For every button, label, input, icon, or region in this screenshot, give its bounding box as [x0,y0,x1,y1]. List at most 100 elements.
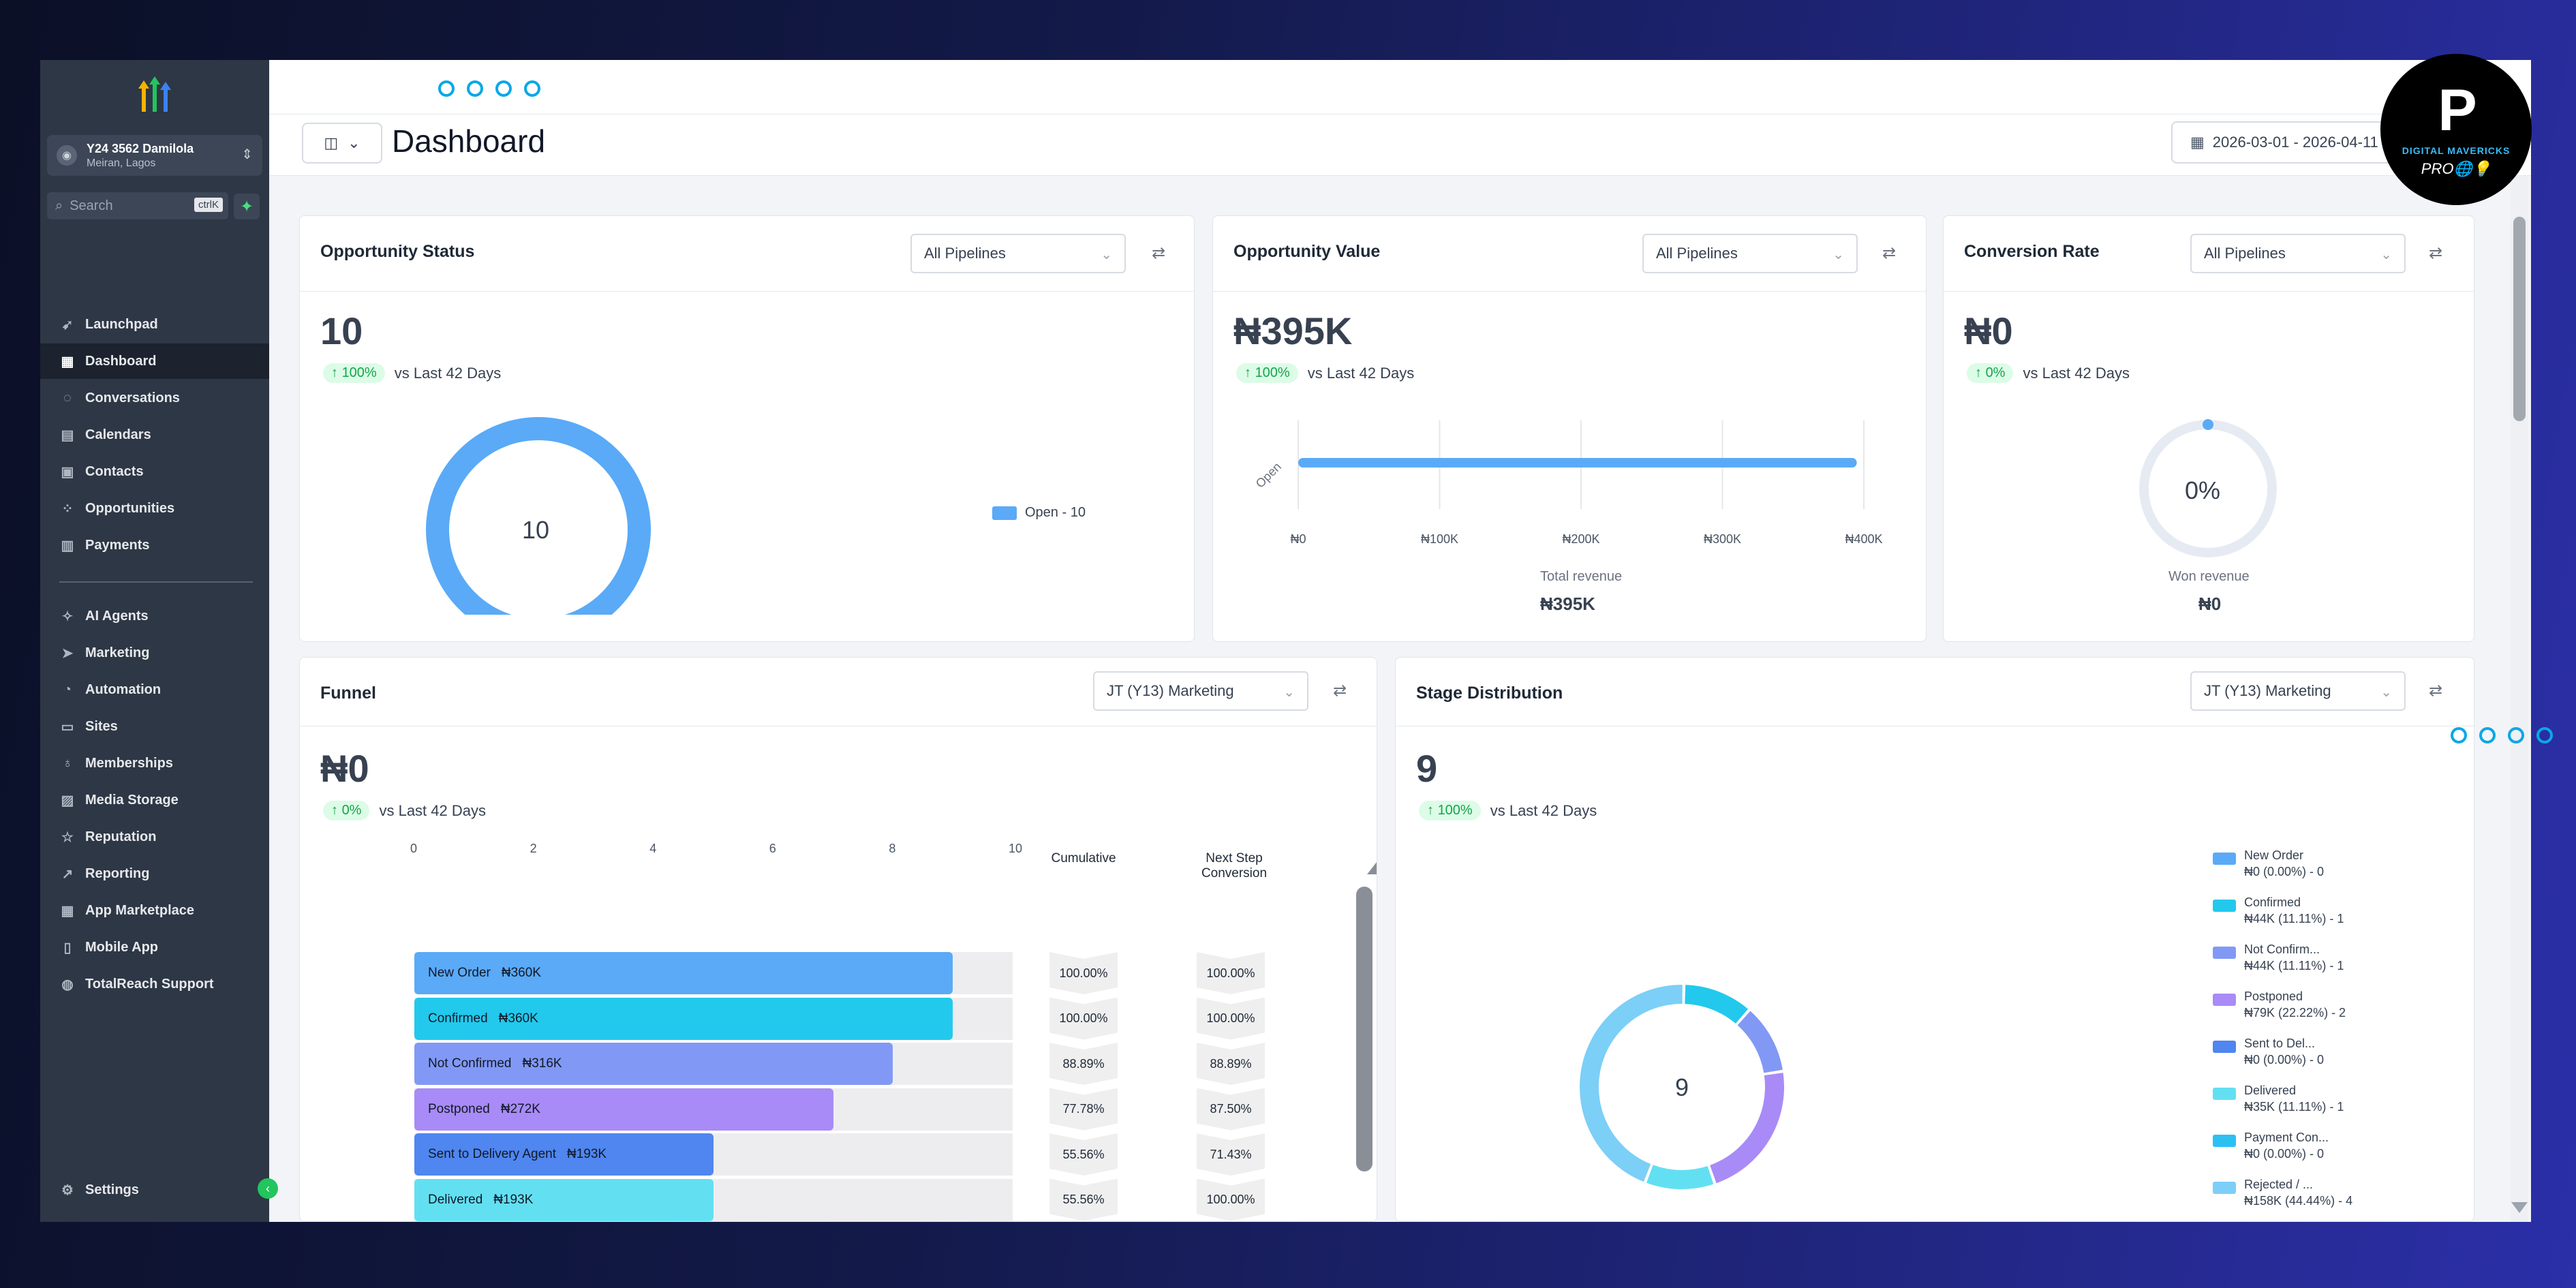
sidebar-item-reporting[interactable]: ↗ Reporting [40,856,269,891]
funnel-x-tick: 4 [649,842,657,855]
delta-badge: ↑ 100% [1419,801,1481,821]
legend-detail: ₦79K (22.22%) - 2 [2244,1006,2346,1020]
grid-icon: ▦ [61,354,74,369]
sidebar-item-automation[interactable]: ◔ Automation [40,672,269,707]
funnel-stage-label: Sent to Delivery Agent [428,1147,556,1161]
legend-item[interactable]: Not Confirm... ₦44K (11.11%) - 1 [2213,941,2344,975]
filter-settings-icon[interactable]: ⇄ [1152,244,1166,262]
pipeline-select[interactable]: JT (Y13) Marketing ⌄ [2190,671,2406,711]
metric-value: ₦395K [1233,309,1353,352]
funnel-bar[interactable]: New Order ₦360K [414,952,953,994]
filter-settings-icon[interactable]: ⇄ [1882,244,1897,262]
funnel-next-value: 88.89% [1210,1056,1252,1071]
funnel-stage-amount: ₦316K [522,1056,562,1071]
sidebar-item-sites[interactable]: ▭ Sites [40,709,269,744]
legend-name: Rejected / ... [2244,1178,2314,1191]
dashboard-switcher-button[interactable]: ◫ ⌄ [302,123,382,164]
pipeline-select[interactable]: All Pipelines ⌄ [2190,234,2406,273]
quick-add-button[interactable]: ✦ [234,194,260,219]
funnel-x-tick: 2 [530,842,537,855]
gauge-center-label: 0% [2185,476,2221,504]
status-donut-chart [416,417,661,618]
legend-item[interactable]: Payment Con... ₦0 (0.00%) - 0 [2213,1129,2329,1163]
funnel-bar[interactable]: Delivered ₦193K [414,1178,714,1221]
brand-tag: PRO🌐💡 [2421,160,2491,177]
page-title: Dashboard [392,123,546,159]
date-range-picker[interactable]: ▦ 2026-03-01 - 2026-04-11 [2171,121,2403,164]
sidebar-item-dashboard[interactable]: ▦ Dashboard [40,343,269,379]
legend-item[interactable]: Postponed ₦79K (22.22%) - 2 [2213,988,2346,1022]
filter-settings-icon[interactable]: ⇄ [2429,244,2443,262]
sidebar-item-marketing[interactable]: ➤ Marketing [40,635,269,671]
opportunity-status-card: Opportunity Status All Pipelines ⌄ ⇄ 10 … [299,215,1195,642]
legend-name: Not Confirm... [2244,942,2320,956]
membership-icon: ♁ [62,755,73,771]
funnel-bar[interactable]: Not Confirmed ₦316K [414,1043,893,1085]
donut-segment-5 [1646,1165,1714,1189]
sidebar-item-reputation[interactable]: ☆ Reputation [40,819,269,855]
legend-name: Postponed [2244,990,2303,1003]
filter-settings-icon[interactable]: ⇄ [2429,681,2443,700]
sidebar-item-mobile-app[interactable]: ▯ Mobile App [40,930,269,965]
search-placeholder: Search [70,198,113,213]
metric-delta: ↑ 0% vs Last 42 Days [323,801,486,821]
legend-item[interactable]: Confirmed ₦44K (11.11%) - 1 [2213,894,2344,927]
chart-caption: Total revenue [1540,569,1623,584]
sidebar-item-opportunities[interactable]: ⁘ Opportunities [40,491,269,526]
funnel-bar[interactable]: Sent to Delivery Agent ₦193K [414,1133,714,1176]
gear-icon: ⚙ [61,1182,74,1198]
legend-item-open[interactable]: Open - 10 [992,505,1086,521]
page-scrollbar[interactable] [2511,176,2528,1222]
account-switcher[interactable]: ◉ Y24 3562 Damilola Meiran, Lagos ⇕ [47,135,262,176]
pipeline-select[interactable]: All Pipelines ⌄ [1642,234,1858,273]
scroll-down-arrow[interactable] [2511,1202,2528,1213]
delta-badge: ↑ 0% [1967,363,2014,383]
funnel-bar[interactable]: Postponed ₦272K [414,1088,833,1131]
sidebar-item-memberships[interactable]: ♁ Memberships [40,746,269,781]
filter-settings-icon[interactable]: ⇄ [1333,681,1347,700]
card-title: Conversion Rate [1964,242,2100,261]
delta-badge: ↑ 100% [323,363,385,383]
sidebar-item-app-marketplace[interactable]: ▦ App Marketplace [40,893,269,928]
sidebar-item-totalreach-support[interactable]: ◍ TotalReach Support [40,966,269,1002]
chevron-down-icon: ⌄ [1101,247,1112,262]
chevron-down-icon: ⌄ [348,134,361,151]
donut-segment-7 [1580,985,1683,1182]
send-icon: ➤ [61,645,74,661]
legend-item[interactable]: Rejected / ... ₦158K (44.44%) - 4 [2213,1176,2352,1210]
sites-icon: ▭ [61,719,74,735]
stage-distribution-card: Stage Distribution JT (Y13) Marketing ⌄ … [1395,657,2474,1222]
bar-open [1298,458,1857,467]
sidebar-item-label: Settings [85,1182,139,1197]
funnel-bar[interactable]: Confirmed ₦360K [414,997,953,1040]
legend-swatch [2213,947,2236,959]
sidebar-item-conversations[interactable]: ◌ Conversations [40,380,269,416]
legend-item[interactable]: New Order ₦0 (0.00%) - 0 [2213,847,2324,880]
sidebar-item-label: TotalReach Support [85,976,214,992]
funnel-cumulative-value: 77.78% [1062,1102,1105,1116]
sidebar-item-calendars[interactable]: ▤ Calendars [40,417,269,453]
sidebar-item-contacts[interactable]: ▣ Contacts [40,454,269,489]
pipeline-select[interactable]: All Pipelines ⌄ [910,234,1126,273]
opportunities-icon: ⁘ [61,501,74,517]
search-input[interactable]: ⌕ Search ctrlK [47,192,228,219]
loading-dots-right [2451,727,2553,743]
sidebar-item-media-storage[interactable]: ▨ Media Storage [40,782,269,818]
funnel-next-cell: 88.89% [1197,1043,1265,1085]
sidebar-item-ai-agents[interactable]: ✧ AI Agents [40,598,269,634]
sidebar-item-payments[interactable]: ▥ Payments [40,527,269,563]
select-value: All Pipelines [1656,245,1738,262]
sidebar-item-label: Launchpad [85,316,158,332]
calendar-icon: ▦ [2190,134,2205,151]
collapse-sidebar-button[interactable]: ‹ [258,1178,278,1199]
sidebar-item-settings-row[interactable]: ⚙ Settings [40,1172,269,1208]
support-icon: ◍ [61,977,74,992]
pipeline-select[interactable]: JT (Y13) Marketing ⌄ [1093,671,1308,711]
legend-item[interactable]: Sent to Del... ₦0 (0.00%) - 0 [2213,1035,2324,1069]
brand-badge: P DIGITAL MAVERICKS PRO🌐💡 [2380,54,2532,205]
sidebar-item-launchpad[interactable]: ➹ Launchpad [40,307,269,342]
funnel-scrollbar[interactable] [1356,887,1373,1171]
legend-item[interactable]: Delivered ₦35K (11.11%) - 1 [2213,1082,2344,1116]
sidebar-item-label: Opportunities [85,500,175,516]
scroll-up-arrow[interactable] [1367,862,1377,874]
